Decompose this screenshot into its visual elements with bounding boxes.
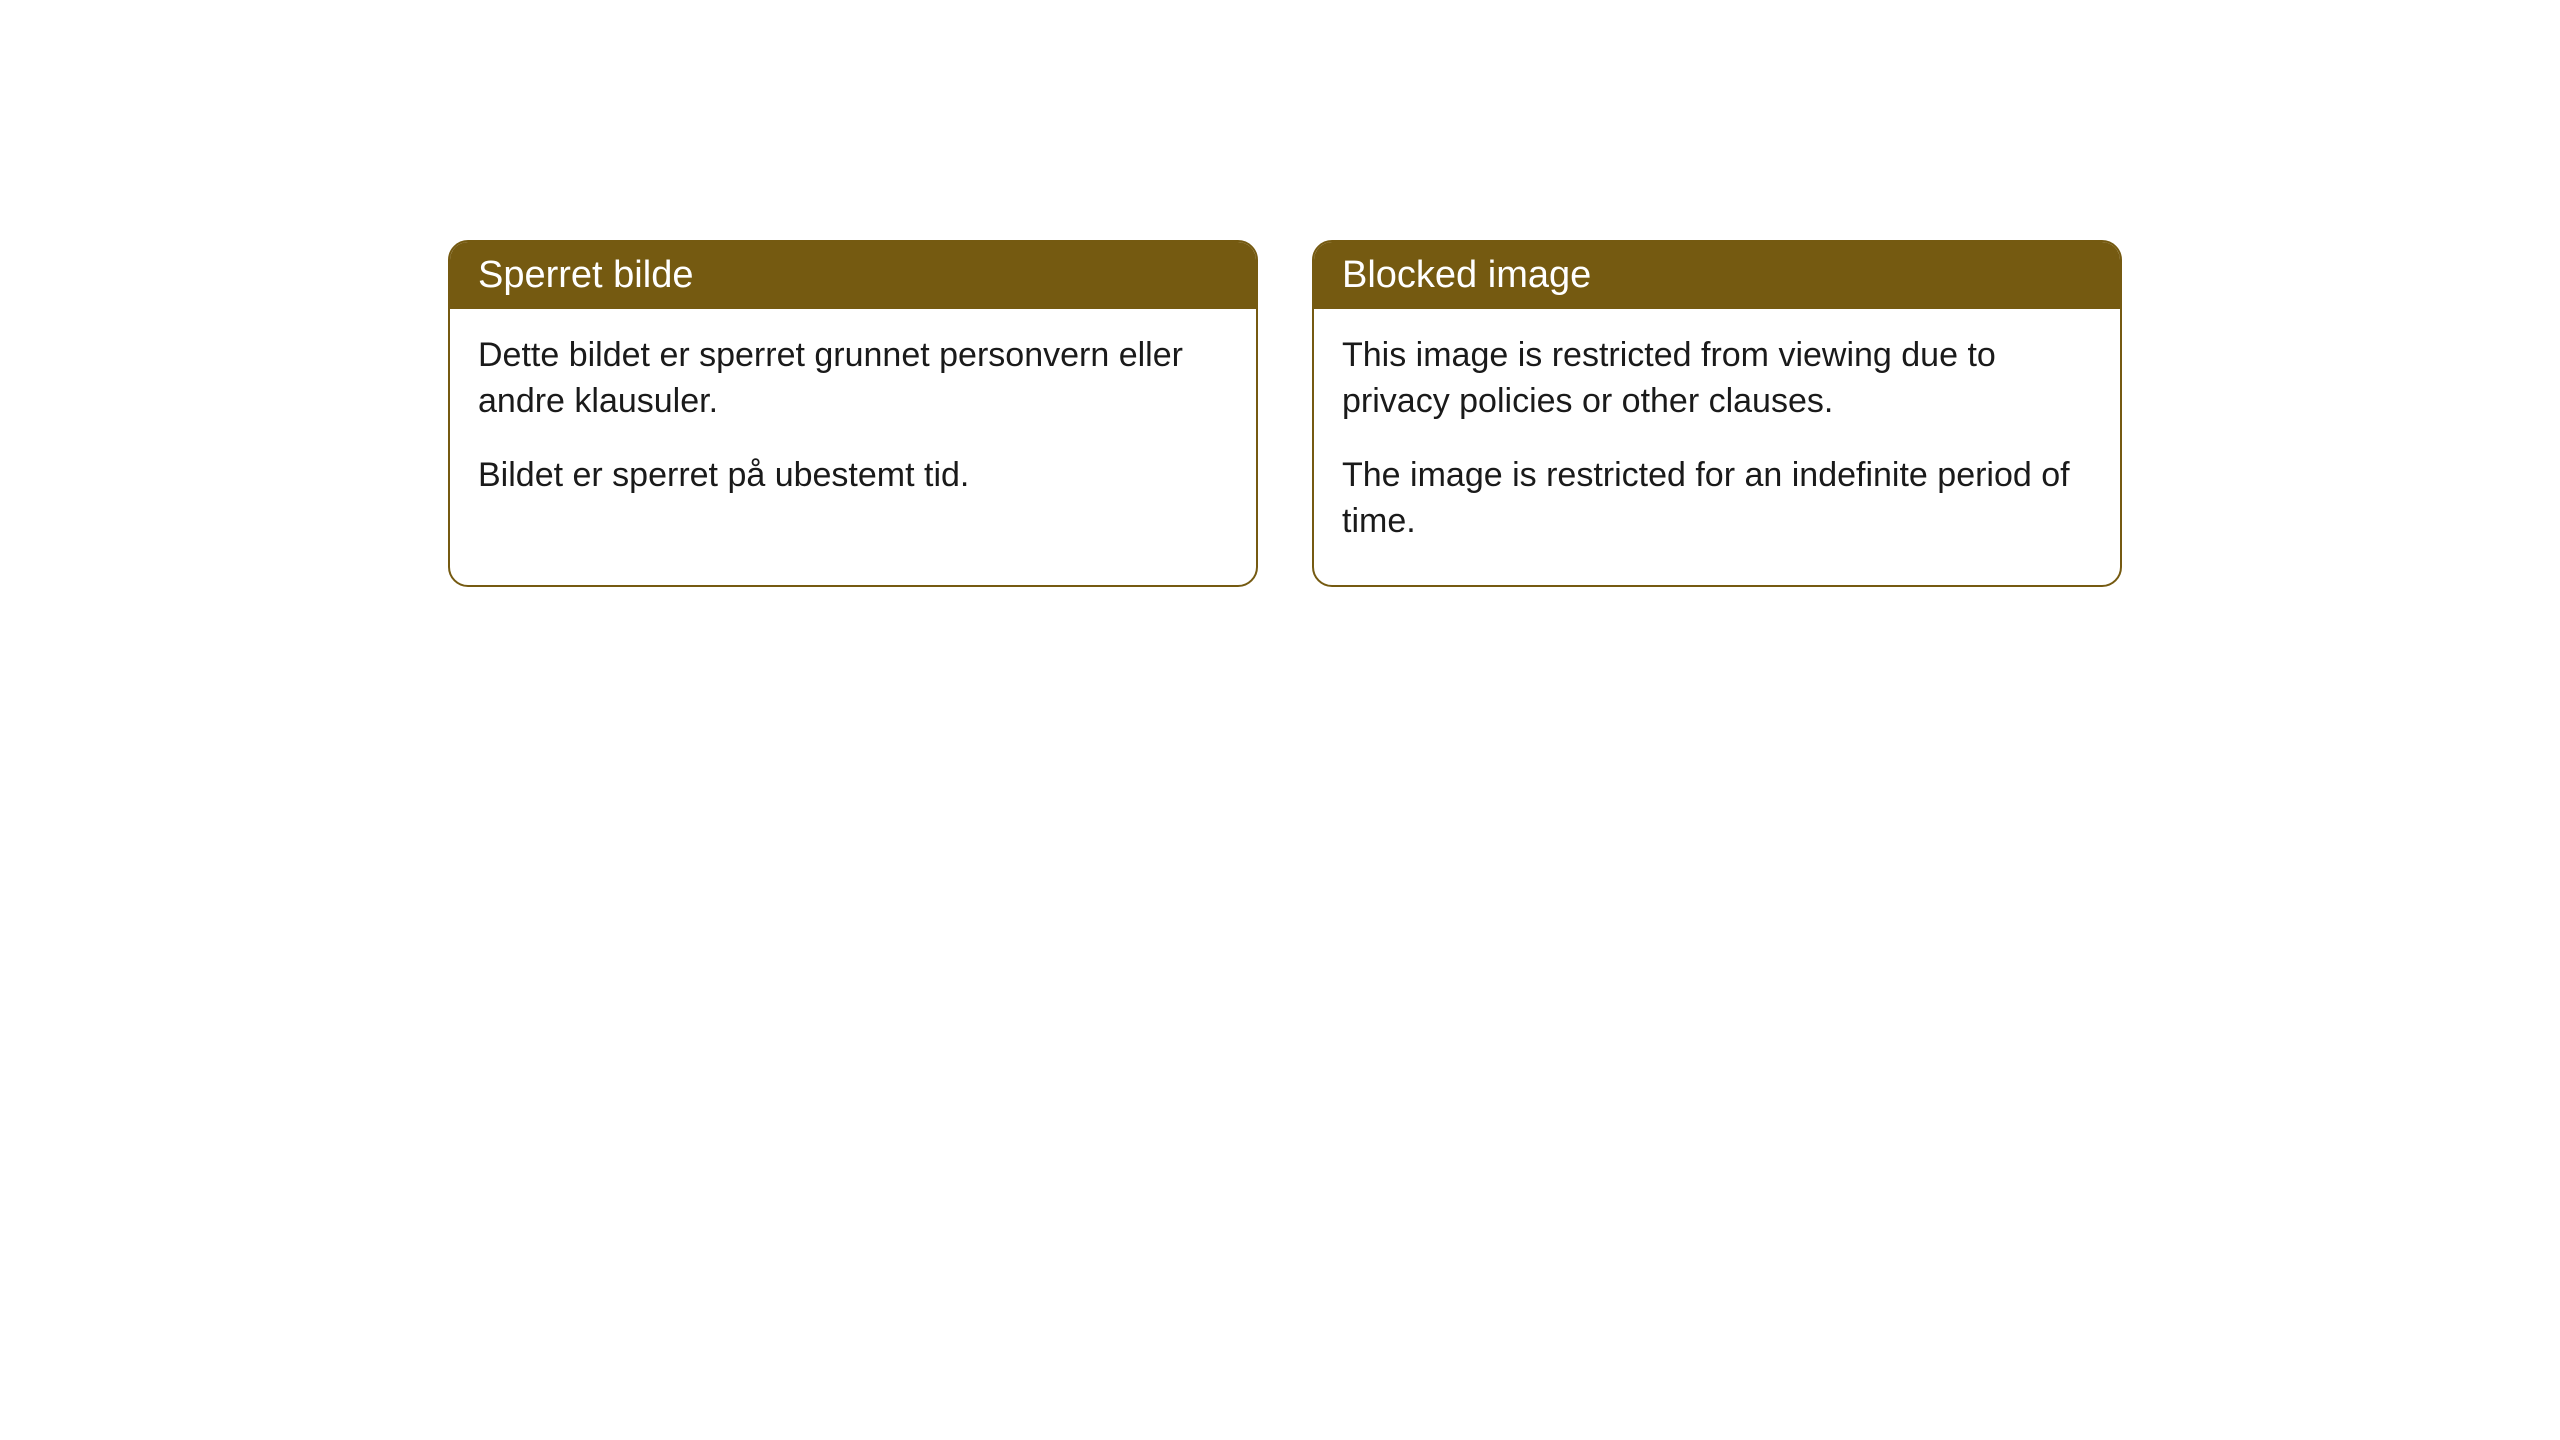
card-paragraph: Dette bildet er sperret grunnet personve… <box>478 333 1228 425</box>
card-header: Sperret bilde <box>450 242 1256 309</box>
blocked-image-card-english: Blocked image This image is restricted f… <box>1312 240 2122 587</box>
card-title: Sperret bilde <box>478 254 693 296</box>
card-header: Blocked image <box>1314 242 2120 309</box>
card-body: This image is restricted from viewing du… <box>1314 309 2120 585</box>
card-paragraph: This image is restricted from viewing du… <box>1342 333 2092 425</box>
card-paragraph: Bildet er sperret på ubestemt tid. <box>478 453 1228 499</box>
blocked-image-card-norwegian: Sperret bilde Dette bildet er sperret gr… <box>448 240 1258 587</box>
card-paragraph: The image is restricted for an indefinit… <box>1342 453 2092 545</box>
notice-cards-container: Sperret bilde Dette bildet er sperret gr… <box>0 0 2560 587</box>
card-body: Dette bildet er sperret grunnet personve… <box>450 309 1256 539</box>
card-title: Blocked image <box>1342 254 1591 296</box>
